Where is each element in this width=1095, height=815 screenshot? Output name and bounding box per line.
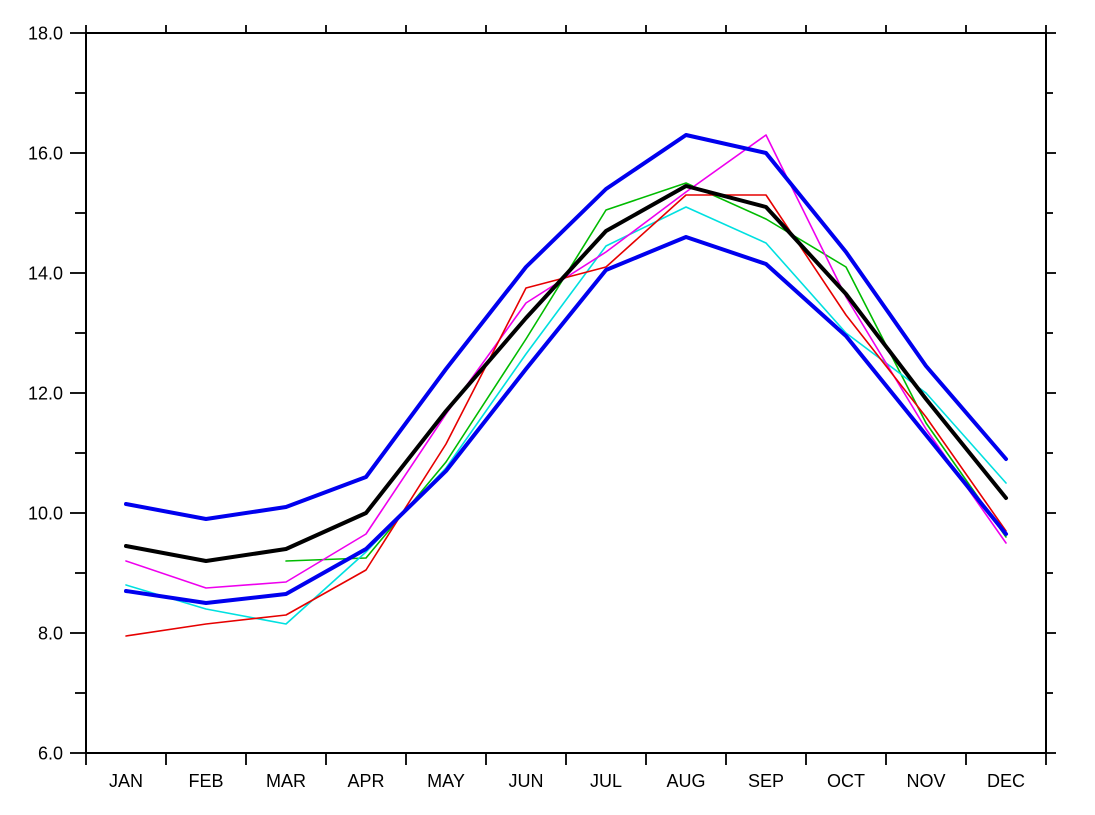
y-axis-tick-label: 14.0	[28, 263, 63, 283]
x-axis-month-label: OCT	[827, 771, 865, 791]
x-axis-month-label: JAN	[109, 771, 143, 791]
plot-frame	[85, 32, 1047, 754]
y-axis-tick-label: 18.0	[28, 23, 63, 43]
y-axis-tick-label: 12.0	[28, 383, 63, 403]
x-axis-month-label: DEC	[987, 771, 1025, 791]
x-axis-month-label: SEP	[748, 771, 784, 791]
series-line-upper-bound-thick-blue	[124, 133, 1008, 521]
x-axis-month-label: JUN	[509, 771, 544, 791]
y-axis-tick-label: 10.0	[28, 503, 63, 523]
y-axis-tick-label: 8.0	[38, 623, 63, 643]
y-axis-tick-label: 6.0	[38, 743, 63, 763]
x-axis-month-label: JUL	[590, 771, 622, 791]
y-axis-tick-label: 16.0	[28, 143, 63, 163]
series-line-member-cyan	[125, 206, 1007, 625]
x-axis-month-label: APR	[347, 771, 384, 791]
x-axis-month-label: MAY	[427, 771, 465, 791]
series-line-lower-bound-thick-blue	[124, 235, 1008, 605]
x-axis-month-label: NOV	[906, 771, 945, 791]
series-line-mean-thick-black	[124, 184, 1008, 563]
x-axis-month-label: FEB	[188, 771, 223, 791]
x-axis-month-label: AUG	[666, 771, 705, 791]
x-axis-month-label: MAR	[266, 771, 306, 791]
series-line-member-red	[125, 194, 1007, 637]
